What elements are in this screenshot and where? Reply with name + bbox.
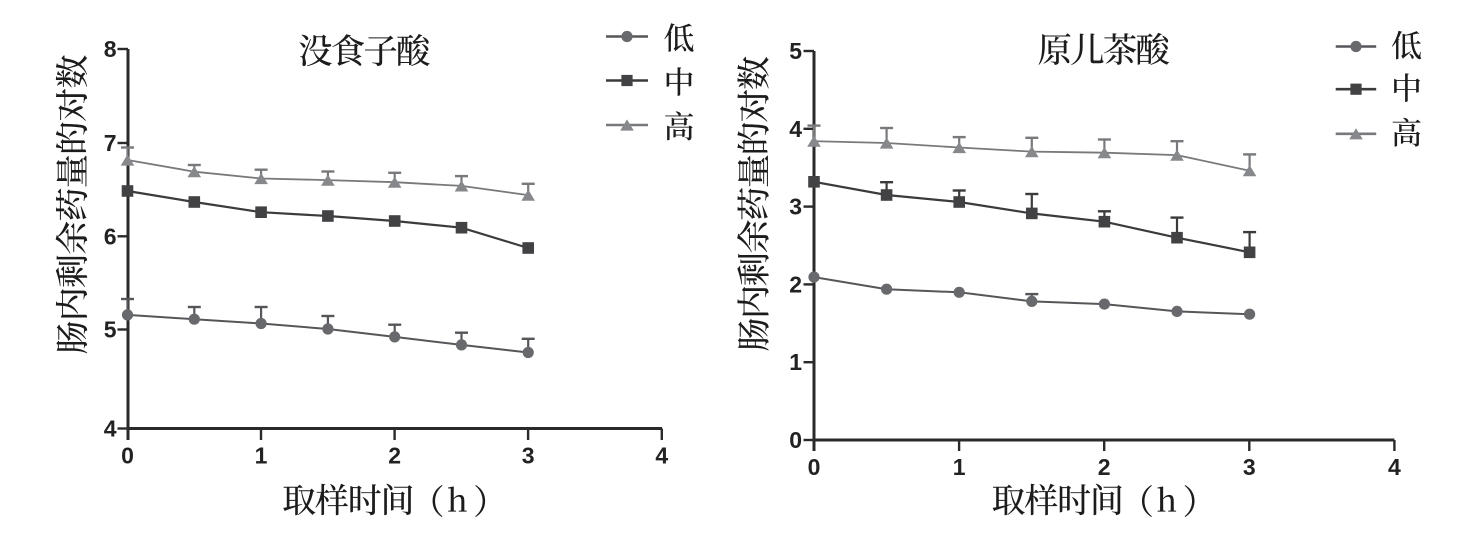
svg-text:0: 0 xyxy=(808,454,821,480)
svg-text:2: 2 xyxy=(789,271,802,297)
svg-text:3: 3 xyxy=(1243,454,1256,480)
svg-text:0: 0 xyxy=(121,442,134,468)
svg-text:3: 3 xyxy=(522,442,535,468)
svg-text:1: 1 xyxy=(255,442,268,468)
svg-text:4: 4 xyxy=(1388,454,1401,480)
svg-text:8: 8 xyxy=(104,36,117,62)
svg-text:2: 2 xyxy=(1098,454,1111,480)
svg-text:7: 7 xyxy=(104,130,117,156)
svg-text:2: 2 xyxy=(388,442,401,468)
svg-text:1: 1 xyxy=(789,349,802,375)
svg-text:3: 3 xyxy=(789,194,802,220)
svg-text:4: 4 xyxy=(789,116,802,142)
svg-text:5: 5 xyxy=(104,317,117,343)
svg-text:4: 4 xyxy=(104,416,117,442)
svg-text:6: 6 xyxy=(104,223,117,249)
svg-text:5: 5 xyxy=(789,38,802,64)
svg-text:0: 0 xyxy=(789,427,802,453)
svg-text:1: 1 xyxy=(953,454,966,480)
svg-text:4: 4 xyxy=(655,442,668,468)
